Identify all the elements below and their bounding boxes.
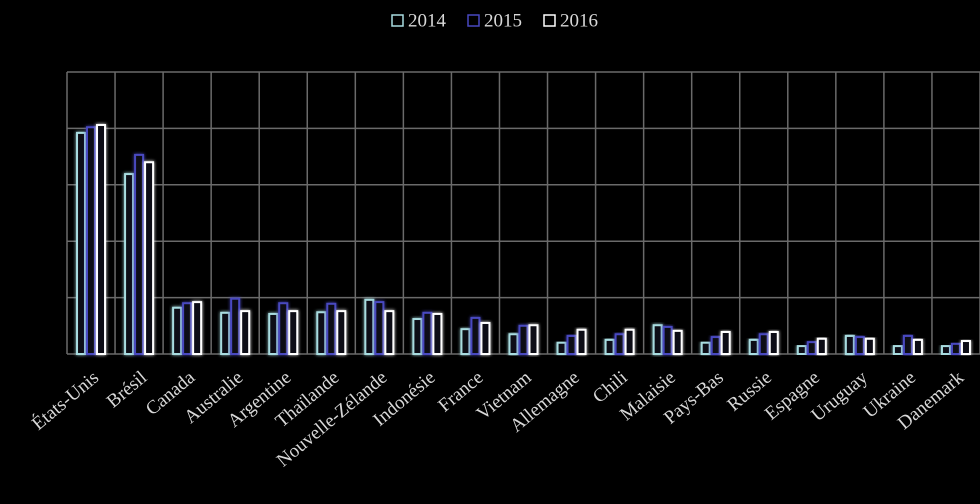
bar (662, 325, 673, 356)
bar (326, 302, 337, 355)
bar (960, 340, 971, 356)
legend-label: 2015 (484, 10, 522, 31)
bar (556, 341, 567, 356)
bar (460, 328, 471, 355)
bar (412, 318, 423, 356)
bar (144, 161, 155, 355)
bar (614, 333, 625, 356)
bar (528, 324, 539, 355)
bar (864, 337, 875, 356)
bar (86, 126, 97, 355)
bar (278, 302, 289, 355)
bar (902, 334, 913, 355)
bar (76, 131, 87, 355)
bar (912, 338, 923, 355)
bar (124, 173, 135, 355)
bar (96, 124, 107, 355)
bar (624, 328, 635, 355)
bar (316, 311, 327, 356)
bar (892, 345, 903, 356)
bar (422, 311, 433, 356)
bar (940, 345, 951, 356)
bar (768, 331, 779, 355)
bar (172, 306, 183, 356)
bar (192, 301, 203, 355)
bar (220, 311, 231, 356)
bar (720, 331, 731, 355)
bar (336, 310, 347, 355)
bar (748, 338, 759, 355)
x-tick-label: États-Unis (27, 366, 103, 434)
bar (134, 153, 145, 355)
bar (182, 302, 193, 355)
legend-swatch (543, 14, 556, 27)
bar (374, 301, 385, 355)
legend-swatch (391, 14, 404, 27)
bar (700, 341, 711, 356)
bar (288, 310, 299, 355)
bar (364, 298, 375, 355)
bar (950, 342, 961, 355)
bar (816, 337, 827, 356)
bar (844, 334, 855, 355)
bar (672, 329, 683, 356)
bar (518, 324, 529, 355)
bar (576, 328, 587, 355)
bar (796, 345, 807, 356)
bar (432, 312, 443, 355)
bar (710, 336, 721, 355)
bar (854, 336, 865, 355)
bar (268, 312, 279, 355)
bar (652, 324, 663, 355)
legend-label: 2014 (408, 10, 447, 31)
bar (508, 333, 519, 356)
bar (566, 334, 577, 355)
bar (480, 321, 491, 356)
bar (470, 316, 481, 355)
bar (230, 297, 241, 355)
bar (758, 333, 769, 356)
bar (240, 310, 251, 355)
bar (384, 310, 395, 355)
legend-label: 2016 (560, 10, 598, 31)
legend-swatch (467, 14, 480, 27)
bar (604, 338, 615, 355)
bar (806, 341, 817, 356)
